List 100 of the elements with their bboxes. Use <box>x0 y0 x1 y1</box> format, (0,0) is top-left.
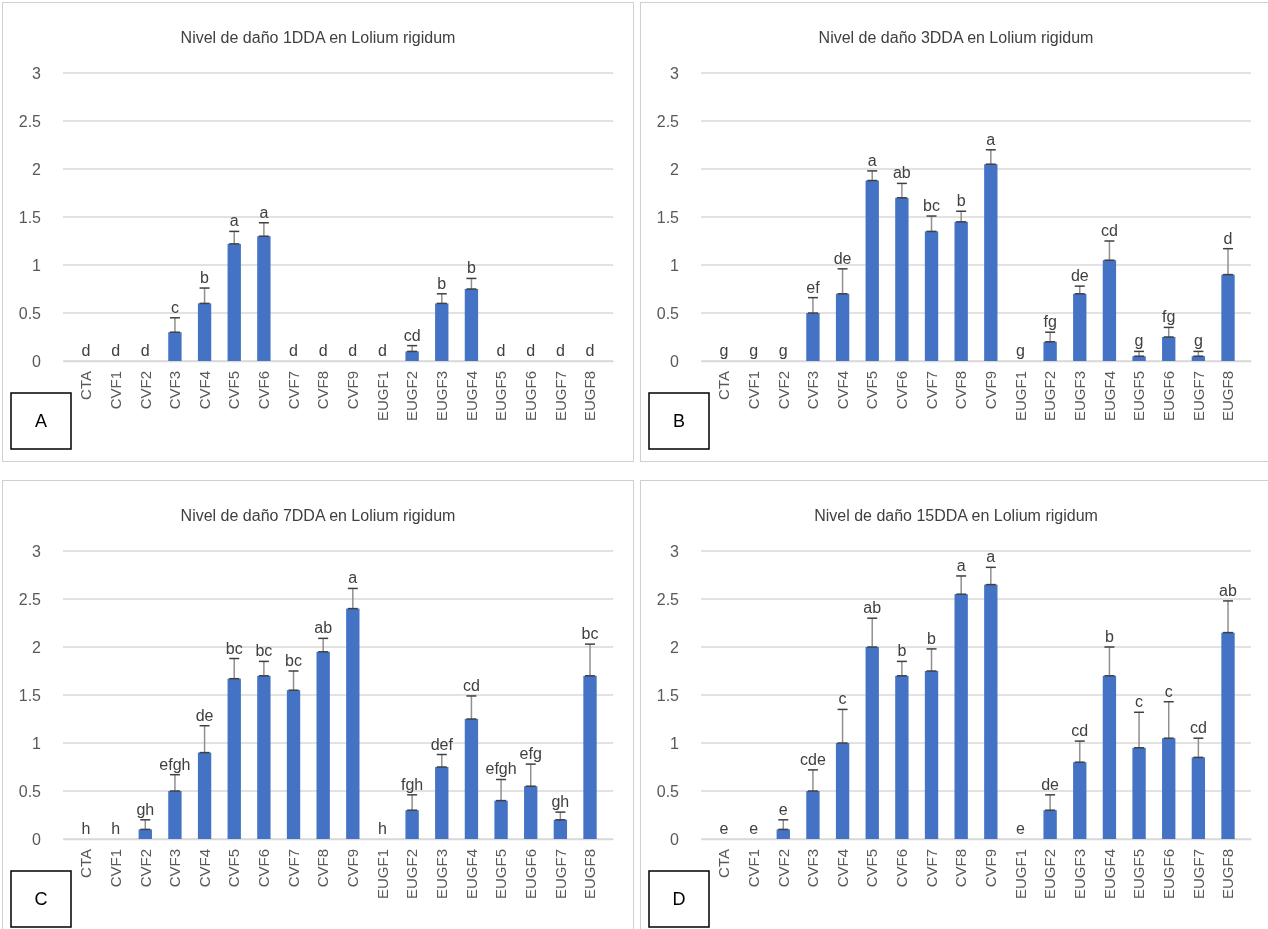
data-label: d <box>318 342 328 359</box>
bar <box>583 675 597 839</box>
data-label: c <box>838 690 847 708</box>
chart-title: Nivel de daño 7DDA en Lolium rigidum <box>180 507 456 524</box>
x-tick-label: EUGF7 <box>551 849 569 900</box>
chart-title: Nivel de daño 15DDA en Lolium rigidum <box>814 507 1098 524</box>
bar <box>835 293 850 361</box>
x-tick-label: CVF8 <box>952 849 970 888</box>
data-label: b <box>956 192 966 210</box>
data-label: g <box>1134 332 1144 350</box>
data-label: a <box>986 548 996 566</box>
x-tick-label: EUGF1 <box>1011 849 1029 900</box>
data-label: bc <box>923 197 940 215</box>
data-label: de <box>1070 267 1089 285</box>
x-tick-label: EUGF2 <box>403 849 421 900</box>
x-tick-label: CVF4 <box>195 371 213 410</box>
x-tick-label: CVF3 <box>166 371 184 410</box>
data-label: d <box>140 342 150 359</box>
bar <box>197 752 212 839</box>
bar <box>924 231 939 361</box>
bar <box>984 584 998 839</box>
x-tick-label: EUGF4 <box>462 371 480 422</box>
data-label: bc <box>581 625 599 643</box>
data-label: g <box>1193 332 1203 350</box>
y-tick-label: 1 <box>32 256 42 274</box>
x-tick-label: EUGF4 <box>1100 849 1118 900</box>
x-tick-label: EUGF8 <box>1219 371 1237 422</box>
chart-title: Nivel de daño 3DDA en Lolium rigidum <box>818 29 1094 46</box>
data-label: g <box>719 342 729 359</box>
x-tick-label: CVF3 <box>804 849 822 888</box>
data-label: a <box>956 556 966 574</box>
data-label: de <box>833 249 852 267</box>
x-tick-label: EUGF6 <box>1159 849 1177 900</box>
y-tick-label: 0 <box>670 830 680 848</box>
text: C <box>34 889 48 909</box>
data-label: c <box>1135 693 1144 711</box>
data-label: efgh <box>485 760 517 778</box>
data-label: b <box>1104 628 1114 645</box>
x-tick-label: CVF4 <box>833 849 851 888</box>
y-tick-label: 2 <box>670 160 680 178</box>
data-label: cd <box>462 676 480 694</box>
data-label: def <box>430 735 454 753</box>
x-tick-label: CVF7 <box>922 371 940 410</box>
x-tick-label: CVF6 <box>893 371 911 410</box>
data-label: g <box>778 342 788 359</box>
text: D <box>672 889 686 909</box>
data-label: a <box>259 203 269 221</box>
data-label: a <box>229 212 239 230</box>
x-tick-label: CTA <box>77 849 95 878</box>
data-label: fg <box>1043 313 1057 331</box>
bar <box>257 236 271 361</box>
y-tick-label: 2.5 <box>656 590 680 608</box>
bar <box>227 243 241 361</box>
x-tick-label: EUGF7 <box>1189 849 1207 900</box>
x-tick-label: CVF7 <box>922 849 940 888</box>
data-label: e <box>1016 820 1026 837</box>
x-tick-label: CTA <box>715 371 733 400</box>
data-label: c <box>1164 682 1173 700</box>
bar <box>1132 747 1146 839</box>
data-label: fg <box>1162 308 1176 326</box>
data-label: g <box>1016 342 1025 359</box>
x-tick-label: EUGF1 <box>1011 371 1029 422</box>
x-tick-label: EUGF1 <box>373 371 391 422</box>
x-tick-label: EUGF7 <box>1189 371 1207 422</box>
y-tick-label: 0.5 <box>18 304 42 322</box>
x-tick-label: EUGF8 <box>581 371 599 422</box>
bar <box>924 671 939 839</box>
y-tick-label: 0 <box>670 352 680 370</box>
bar <box>1221 274 1235 361</box>
x-tick-label: EUGF1 <box>373 849 391 900</box>
bar <box>464 289 479 361</box>
bar <box>405 351 419 361</box>
bar <box>1162 738 1176 839</box>
bar <box>168 332 182 361</box>
y-tick-label: 3 <box>670 542 680 560</box>
data-label: cd <box>1071 722 1089 740</box>
data-label: b <box>437 274 447 292</box>
data-label: d <box>526 342 536 359</box>
x-tick-label: CTA <box>77 371 95 400</box>
data-label: cd <box>1100 222 1118 239</box>
bar <box>138 829 152 839</box>
y-tick-label: 2 <box>670 638 680 656</box>
data-label: d <box>111 342 121 359</box>
data-label: a <box>348 569 358 587</box>
data-label: h <box>81 820 91 837</box>
data-label: h <box>378 820 387 837</box>
bar <box>346 608 360 839</box>
x-tick-label: CVF6 <box>255 849 273 888</box>
x-tick-label: CVF1 <box>106 849 124 888</box>
x-tick-label: EUGF5 <box>1130 849 1148 900</box>
y-tick-label: 0 <box>32 352 42 370</box>
bar <box>464 719 479 839</box>
data-label: a <box>867 151 877 169</box>
x-tick-label: CVF4 <box>833 371 851 410</box>
x-tick-label: CVF1 <box>106 371 124 410</box>
y-tick-label: 1.5 <box>656 686 680 704</box>
bar <box>1043 810 1057 839</box>
x-tick-label: EUGF8 <box>581 849 599 900</box>
x-tick-label: CVF8 <box>314 371 332 410</box>
data-label: bc <box>285 652 302 669</box>
